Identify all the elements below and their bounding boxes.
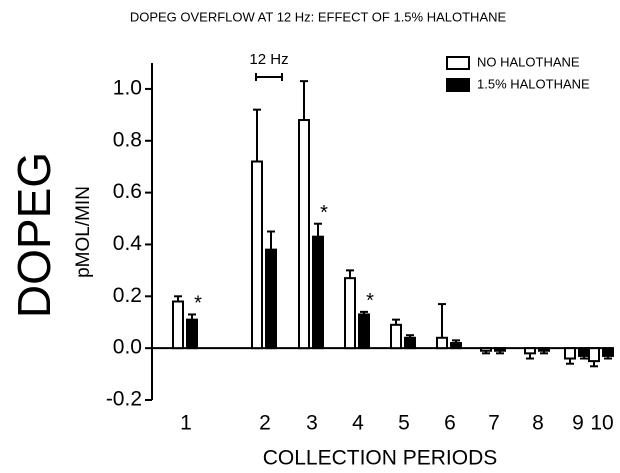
legend-label: 1.5% HALOTHANE [477, 76, 590, 91]
x-tick-label: 6 [444, 412, 456, 435]
legend-swatch [446, 56, 470, 70]
chart-title: DOPEG OVERFLOW AT 12 Hz: EFFECT OF 1.5% … [130, 9, 507, 24]
bar [588, 347, 600, 363]
bar [265, 248, 277, 350]
significance-marker: * [194, 293, 202, 315]
bar [186, 318, 198, 350]
bar [538, 347, 550, 352]
bar [298, 119, 310, 350]
bar [564, 347, 576, 360]
x-tick-label: 4 [352, 412, 364, 435]
legend-swatch [446, 78, 470, 92]
x-tick-label: 9 [572, 412, 584, 435]
y-tick-label: 0.6 [113, 180, 142, 203]
x-tick-label: 3 [306, 412, 318, 435]
bar [578, 347, 590, 357]
significance-marker: * [366, 290, 374, 312]
bar [390, 323, 402, 350]
x-axis-label: COLLECTION PERIODS [263, 447, 498, 470]
y-tick-label: -0.2 [106, 388, 142, 411]
y-tick-label: 0.0 [113, 336, 142, 359]
x-tick-label: 2 [259, 412, 271, 435]
x-tick-label: 5 [398, 412, 410, 435]
x-tick-label: 7 [488, 412, 500, 435]
y-tick-label: 0.2 [113, 284, 142, 307]
x-tick-label: 10 [590, 412, 613, 435]
x-tick-label: 1 [180, 412, 192, 435]
legend-label: NO HALOTHANE [477, 54, 580, 69]
bracket-label: 12 Hz [249, 51, 288, 68]
bar [312, 235, 324, 350]
x-tick-label: 8 [532, 412, 544, 435]
bar [344, 277, 356, 350]
bar [524, 347, 536, 355]
bar [358, 313, 370, 350]
y-axis-label: DOPEG [8, 152, 60, 318]
y-axis-units: pMOL/MIN [73, 186, 94, 278]
bar [251, 160, 263, 350]
significance-marker: * [320, 202, 328, 224]
bar [480, 347, 492, 352]
bar [450, 341, 462, 350]
y-tick-label: 1.0 [113, 76, 142, 99]
y-tick-label: 0.8 [113, 128, 142, 151]
bar [404, 336, 416, 350]
bar [436, 336, 448, 350]
bar [172, 300, 184, 350]
bar [602, 347, 614, 357]
y-tick-label: 0.4 [113, 232, 143, 255]
bar [494, 347, 506, 352]
